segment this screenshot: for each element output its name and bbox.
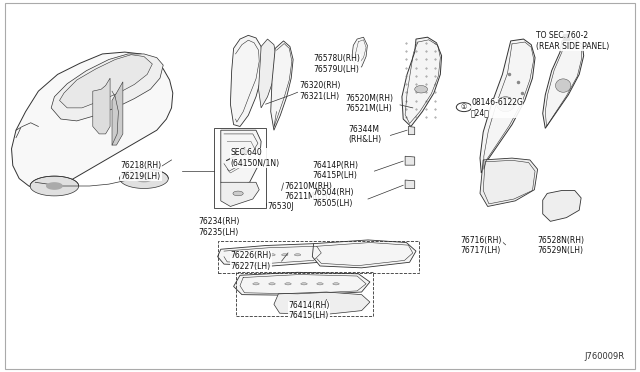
Polygon shape bbox=[12, 52, 173, 190]
Polygon shape bbox=[93, 78, 110, 134]
Polygon shape bbox=[221, 130, 261, 190]
Text: 76520M(RH)
76521M(LH): 76520M(RH) 76521M(LH) bbox=[346, 94, 394, 113]
Polygon shape bbox=[230, 254, 237, 256]
Text: 76234(RH)
76235(LH): 76234(RH) 76235(LH) bbox=[198, 217, 240, 237]
Polygon shape bbox=[112, 82, 123, 145]
Text: 76528N(RH)
76529N(LH): 76528N(RH) 76529N(LH) bbox=[538, 236, 584, 255]
Polygon shape bbox=[230, 35, 262, 126]
Polygon shape bbox=[218, 244, 326, 266]
Polygon shape bbox=[312, 240, 416, 268]
Polygon shape bbox=[269, 254, 275, 256]
Polygon shape bbox=[256, 254, 262, 256]
Text: 08146-6122G
〈24〉: 08146-6122G 〈24〉 bbox=[471, 98, 523, 118]
Text: 76530J: 76530J bbox=[268, 202, 294, 211]
Text: 76716(RH)
76717(LH): 76716(RH) 76717(LH) bbox=[461, 236, 502, 255]
Polygon shape bbox=[282, 254, 288, 256]
Polygon shape bbox=[405, 180, 415, 189]
Text: J760009R: J760009R bbox=[584, 352, 624, 361]
Polygon shape bbox=[285, 283, 291, 285]
Polygon shape bbox=[243, 254, 250, 256]
Polygon shape bbox=[234, 272, 370, 295]
Polygon shape bbox=[556, 79, 571, 92]
Polygon shape bbox=[30, 176, 79, 196]
Polygon shape bbox=[301, 283, 307, 285]
Text: 76320(RH)
76321(LH): 76320(RH) 76321(LH) bbox=[300, 81, 341, 101]
Polygon shape bbox=[543, 39, 584, 128]
Polygon shape bbox=[233, 191, 243, 196]
Polygon shape bbox=[402, 37, 442, 126]
Polygon shape bbox=[317, 283, 323, 285]
Polygon shape bbox=[269, 283, 275, 285]
Polygon shape bbox=[51, 54, 163, 121]
Text: 76218(RH)
76219(LH): 76218(RH) 76219(LH) bbox=[120, 161, 161, 181]
Text: SEC.640
(64150N/1N): SEC.640 (64150N/1N) bbox=[230, 148, 280, 168]
Text: 76210M(RH)
76211M(LH): 76210M(RH) 76211M(LH) bbox=[285, 182, 333, 201]
Polygon shape bbox=[405, 156, 415, 165]
Text: 76414(RH)
76415(LH): 76414(RH) 76415(LH) bbox=[288, 301, 330, 320]
Polygon shape bbox=[543, 190, 581, 221]
Bar bbox=[218, 241, 419, 273]
Text: ①: ① bbox=[461, 104, 467, 110]
Bar bbox=[214, 128, 266, 208]
Text: 76504(RH)
76505(LH): 76504(RH) 76505(LH) bbox=[312, 188, 354, 208]
Polygon shape bbox=[352, 37, 367, 67]
Text: 76344M
(RH&LH): 76344M (RH&LH) bbox=[349, 125, 382, 144]
Polygon shape bbox=[415, 86, 428, 93]
Polygon shape bbox=[480, 39, 535, 173]
Polygon shape bbox=[274, 292, 370, 314]
Polygon shape bbox=[120, 169, 168, 189]
Polygon shape bbox=[333, 283, 339, 285]
Polygon shape bbox=[47, 183, 62, 189]
Polygon shape bbox=[271, 41, 293, 130]
Polygon shape bbox=[497, 97, 515, 112]
Text: TO SEC.760-2
(REAR SIDE PANEL): TO SEC.760-2 (REAR SIDE PANEL) bbox=[536, 31, 609, 51]
Polygon shape bbox=[294, 254, 301, 256]
Polygon shape bbox=[253, 283, 259, 285]
Polygon shape bbox=[232, 156, 242, 160]
Polygon shape bbox=[259, 39, 276, 108]
Polygon shape bbox=[136, 176, 152, 182]
Polygon shape bbox=[60, 55, 152, 108]
Text: 76578U(RH)
76579U(LH): 76578U(RH) 76579U(LH) bbox=[314, 54, 360, 74]
Circle shape bbox=[456, 103, 472, 112]
Text: 76414P(RH)
76415P(LH): 76414P(RH) 76415P(LH) bbox=[312, 161, 358, 180]
Bar bbox=[236, 272, 373, 316]
Polygon shape bbox=[221, 182, 259, 206]
Text: 76226(RH)
76227(LH): 76226(RH) 76227(LH) bbox=[230, 251, 271, 271]
Polygon shape bbox=[480, 158, 538, 206]
Polygon shape bbox=[408, 126, 415, 135]
